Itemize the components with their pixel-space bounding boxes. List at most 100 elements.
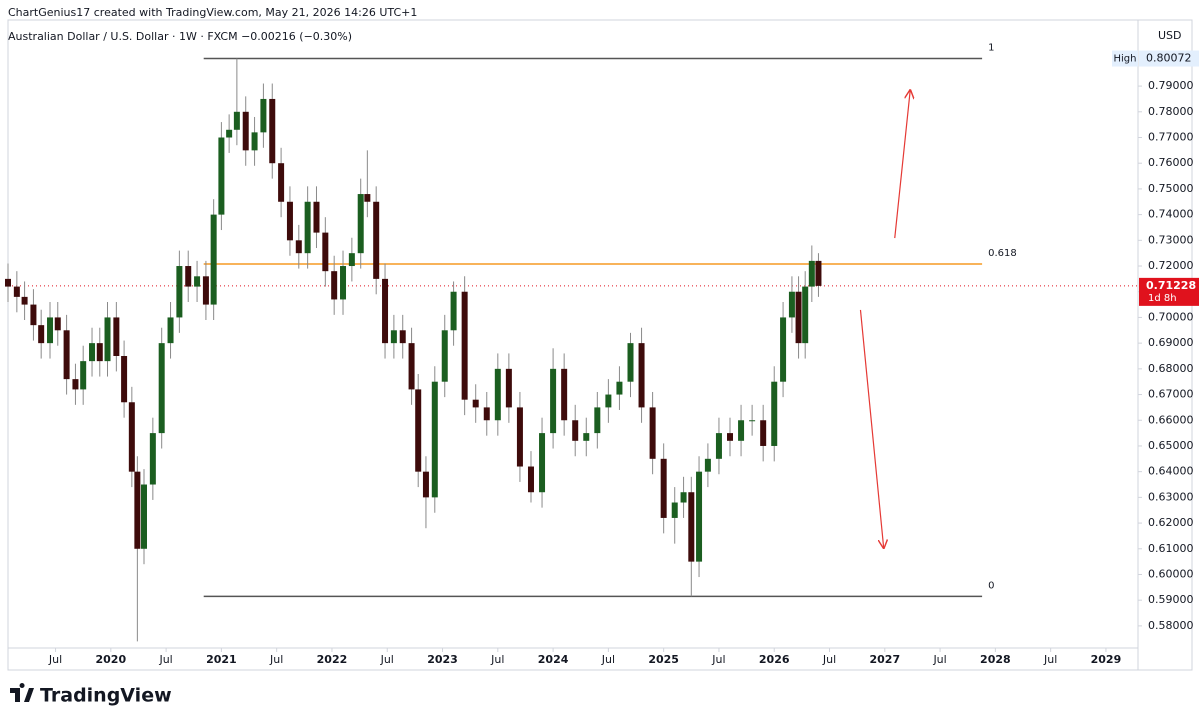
candle-body: [808, 260, 815, 287]
candle-body: [63, 330, 70, 380]
candle-body: [373, 201, 380, 279]
candle-body: [134, 471, 141, 549]
y-tick-label: 0.70000: [1148, 310, 1194, 323]
symbol-line: Australian Dollar / U.S. Dollar · 1W · F…: [8, 30, 352, 43]
y-tick-label: 0.69000: [1148, 336, 1194, 349]
candle-body: [771, 381, 778, 446]
candle-body: [80, 361, 87, 390]
candle-body: [696, 471, 703, 562]
candle-body: [505, 368, 512, 408]
x-tick-label: Jul: [822, 653, 836, 666]
candle-body: [194, 276, 201, 287]
candle-body: [313, 201, 320, 233]
candle-body: [185, 266, 192, 287]
candle-body: [38, 325, 45, 344]
y-tick-label: 0.64000: [1148, 465, 1194, 478]
candle-body: [295, 240, 302, 254]
logo: TradingView: [10, 683, 172, 707]
logo-text: TradingView: [40, 685, 172, 707]
candle-body: [795, 291, 802, 344]
x-tick-label: 2022: [317, 653, 348, 666]
candle-body: [167, 317, 174, 344]
candle-body: [472, 399, 479, 408]
last-price-badge: [1139, 277, 1199, 306]
candle-body: [431, 381, 438, 498]
candle-body: [260, 98, 267, 133]
change: −0.00216 (−0.30%): [241, 30, 353, 43]
candle-body: [54, 317, 61, 331]
arrow: [859, 309, 883, 548]
candle-body: [802, 286, 809, 344]
y-tick-label: 0.78000: [1148, 105, 1194, 118]
y-tick-label: 0.65000: [1148, 439, 1194, 452]
high-value: 0.80072: [1146, 52, 1192, 65]
candle-body: [233, 111, 240, 130]
candle-body: [399, 330, 406, 344]
candle-body: [21, 296, 28, 305]
candle-body: [269, 98, 276, 164]
candle-body: [390, 330, 397, 344]
x-tick-label: Jul: [1043, 653, 1057, 666]
candle-body: [561, 368, 568, 421]
candle-body: [715, 433, 722, 459]
y-tick-label: 0.63000: [1148, 490, 1194, 503]
candle-body: [605, 394, 612, 408]
y-tick-label: 0.61000: [1148, 542, 1194, 555]
candle-body: [760, 420, 767, 446]
candle-body: [382, 278, 389, 344]
candle-body: [616, 381, 623, 395]
frame: [7, 19, 1193, 671]
candle-body: [121, 355, 128, 403]
candle-body: [788, 291, 795, 318]
x-tick-label: 2024: [538, 653, 569, 666]
candle-body: [441, 330, 448, 382]
candle-body: [671, 502, 678, 518]
candle-body: [226, 129, 233, 138]
x-tick-label: 2027: [869, 653, 900, 666]
candle-body: [72, 379, 79, 390]
candle-body: [594, 407, 601, 434]
x-tick-label: Jul: [932, 653, 946, 666]
candle-body: [461, 291, 468, 400]
candle-body: [128, 402, 135, 472]
candle-body: [660, 458, 667, 518]
y-tick-label: 0.73000: [1148, 233, 1194, 246]
candle-body: [104, 317, 111, 362]
y-tick-label: 0.67000: [1148, 388, 1194, 401]
y-tick-label: 0.77000: [1148, 131, 1194, 144]
candle-body: [516, 407, 523, 467]
candle-body: [202, 276, 209, 305]
candle-body: [210, 214, 217, 305]
x-tick-label: 2020: [96, 653, 127, 666]
fib-label: 0: [988, 580, 994, 591]
candle-body: [572, 420, 579, 441]
candle-body: [680, 492, 687, 503]
candle-body: [583, 433, 590, 441]
high-badge: [1112, 50, 1138, 67]
candle-body: [304, 201, 311, 254]
y-tick-label: 0.75000: [1148, 182, 1194, 195]
candle-body: [494, 368, 501, 421]
y-tick-label: 0.76000: [1148, 156, 1194, 169]
candle-body: [815, 260, 822, 286]
x-tick-label: 2021: [206, 653, 237, 666]
candle-body: [638, 343, 645, 408]
x-tick-label: 2023: [427, 653, 458, 666]
candle-body: [649, 407, 656, 459]
y-tick-label: 0.59000: [1148, 593, 1194, 606]
candle-body: [340, 266, 347, 300]
candle-body: [422, 471, 429, 498]
candle-body: [738, 420, 745, 441]
candle-body: [483, 407, 490, 421]
candle-body: [780, 317, 787, 382]
high-label: High: [1114, 54, 1137, 65]
candle-body: [727, 433, 734, 441]
candle-body: [47, 317, 54, 344]
x-tick-label: 2026: [759, 653, 790, 666]
fib-label: 1: [988, 43, 994, 54]
arrow: [894, 90, 910, 239]
x-tick-label: Jul: [601, 653, 615, 666]
y-tick-label: 0.68000: [1148, 362, 1194, 375]
y-tick-label: 0.62000: [1148, 516, 1194, 529]
